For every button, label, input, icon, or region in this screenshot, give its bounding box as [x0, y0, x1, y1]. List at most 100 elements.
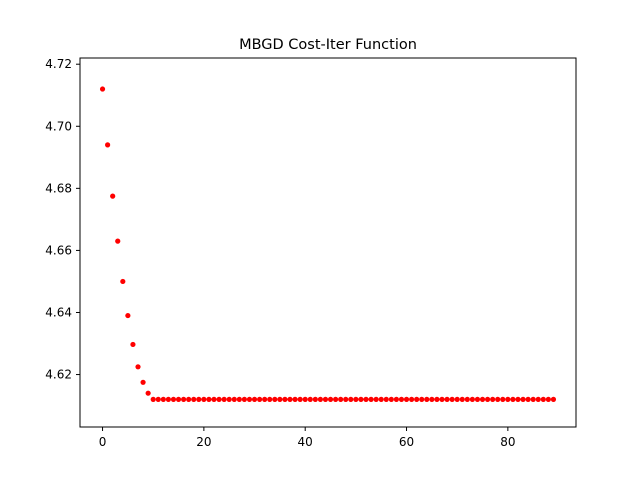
data-point: [246, 396, 253, 402]
data-point: [150, 396, 156, 402]
data-point: [277, 396, 283, 402]
data-point: [464, 396, 470, 402]
data-point: [201, 396, 207, 402]
data-point: [282, 396, 288, 402]
plot-area-frame: [79, 57, 577, 428]
data-point: [302, 396, 308, 402]
data-point: [120, 278, 126, 285]
x-tick-label: 20: [196, 435, 211, 449]
data-point: [297, 396, 303, 402]
data-point: [191, 396, 197, 402]
data-point: [520, 396, 526, 402]
data-point: [307, 396, 313, 402]
data-point: [408, 396, 415, 402]
data-point: [165, 396, 172, 402]
x-tick-label: 0: [99, 435, 107, 449]
data-point: [175, 396, 182, 402]
data-point: [145, 390, 151, 396]
data-point: [479, 396, 486, 402]
data-point: [130, 341, 136, 348]
data-point: [530, 396, 536, 402]
data-point: [434, 396, 440, 402]
data-point: [550, 396, 557, 402]
data-point: [186, 396, 192, 402]
data-point: [105, 142, 111, 148]
data-point: [414, 396, 420, 402]
data-point: [170, 396, 177, 402]
data-point: [251, 396, 258, 402]
data-point: [368, 396, 374, 402]
data-point: [327, 396, 334, 402]
data-point: [419, 396, 425, 402]
data-point: [505, 396, 511, 402]
data-point: [500, 396, 506, 402]
data-point: [267, 396, 273, 402]
data-point: [160, 396, 166, 402]
y-tick-label: 4.66: [45, 243, 72, 257]
data-point: [378, 396, 384, 402]
data-point: [535, 396, 541, 402]
data-point: [358, 396, 364, 402]
data-points: [99, 86, 557, 402]
data-point: [424, 396, 430, 402]
x-tick-label: 60: [399, 435, 414, 449]
data-point: [429, 396, 435, 402]
y-tick-label: 4.72: [45, 57, 72, 71]
data-point: [115, 238, 121, 244]
y-tick-label: 4.62: [45, 368, 72, 382]
chart-title: MBGD Cost-Iter Function: [239, 37, 417, 53]
data-point: [338, 396, 344, 402]
data-point: [403, 396, 410, 402]
data-point: [155, 396, 161, 402]
data-point: [373, 396, 379, 402]
data-point: [449, 396, 455, 402]
data-point: [459, 396, 465, 402]
data-point: [216, 396, 222, 402]
data-point: [241, 396, 248, 402]
data-point: [363, 396, 369, 402]
x-axis: 0 20 40 60 80: [99, 427, 515, 449]
data-point: [236, 396, 242, 402]
y-tick-label: 4.68: [45, 181, 72, 195]
data-point: [135, 364, 141, 370]
data-point: [125, 312, 131, 319]
data-point: [322, 396, 329, 402]
data-point: [545, 396, 551, 402]
data-point: [484, 396, 491, 402]
data-point: [257, 396, 263, 402]
data-point: [206, 396, 212, 402]
data-point: [353, 396, 359, 402]
x-tick-label: 80: [500, 435, 515, 449]
x-tick-label: 40: [298, 435, 313, 449]
data-point: [469, 396, 475, 402]
data-point: [540, 396, 546, 402]
data-point: [343, 396, 349, 402]
y-tick-label: 4.70: [45, 119, 72, 133]
y-axis: 4.62 4.64 4.66 4.68 4.70 4.72: [45, 57, 80, 382]
data-point: [317, 396, 324, 402]
data-point: [383, 396, 389, 402]
data-point: [474, 396, 481, 402]
data-point: [332, 396, 339, 402]
data-point: [181, 396, 187, 402]
data-point: [110, 193, 116, 199]
data-point: [454, 396, 460, 402]
data-point: [262, 396, 268, 402]
data-point: [312, 396, 318, 402]
data-point: [439, 396, 445, 402]
data-point: [444, 396, 450, 402]
data-point: [231, 396, 237, 402]
data-point: [287, 396, 293, 402]
data-point: [348, 396, 354, 402]
data-point: [226, 396, 232, 402]
data-point: [211, 396, 217, 402]
data-point: [388, 396, 394, 402]
y-tick-label: 4.64: [45, 305, 72, 319]
data-point: [140, 379, 146, 385]
data-point: [196, 396, 202, 402]
data-point: [393, 396, 399, 402]
data-point: [495, 396, 501, 402]
data-point: [272, 396, 278, 402]
